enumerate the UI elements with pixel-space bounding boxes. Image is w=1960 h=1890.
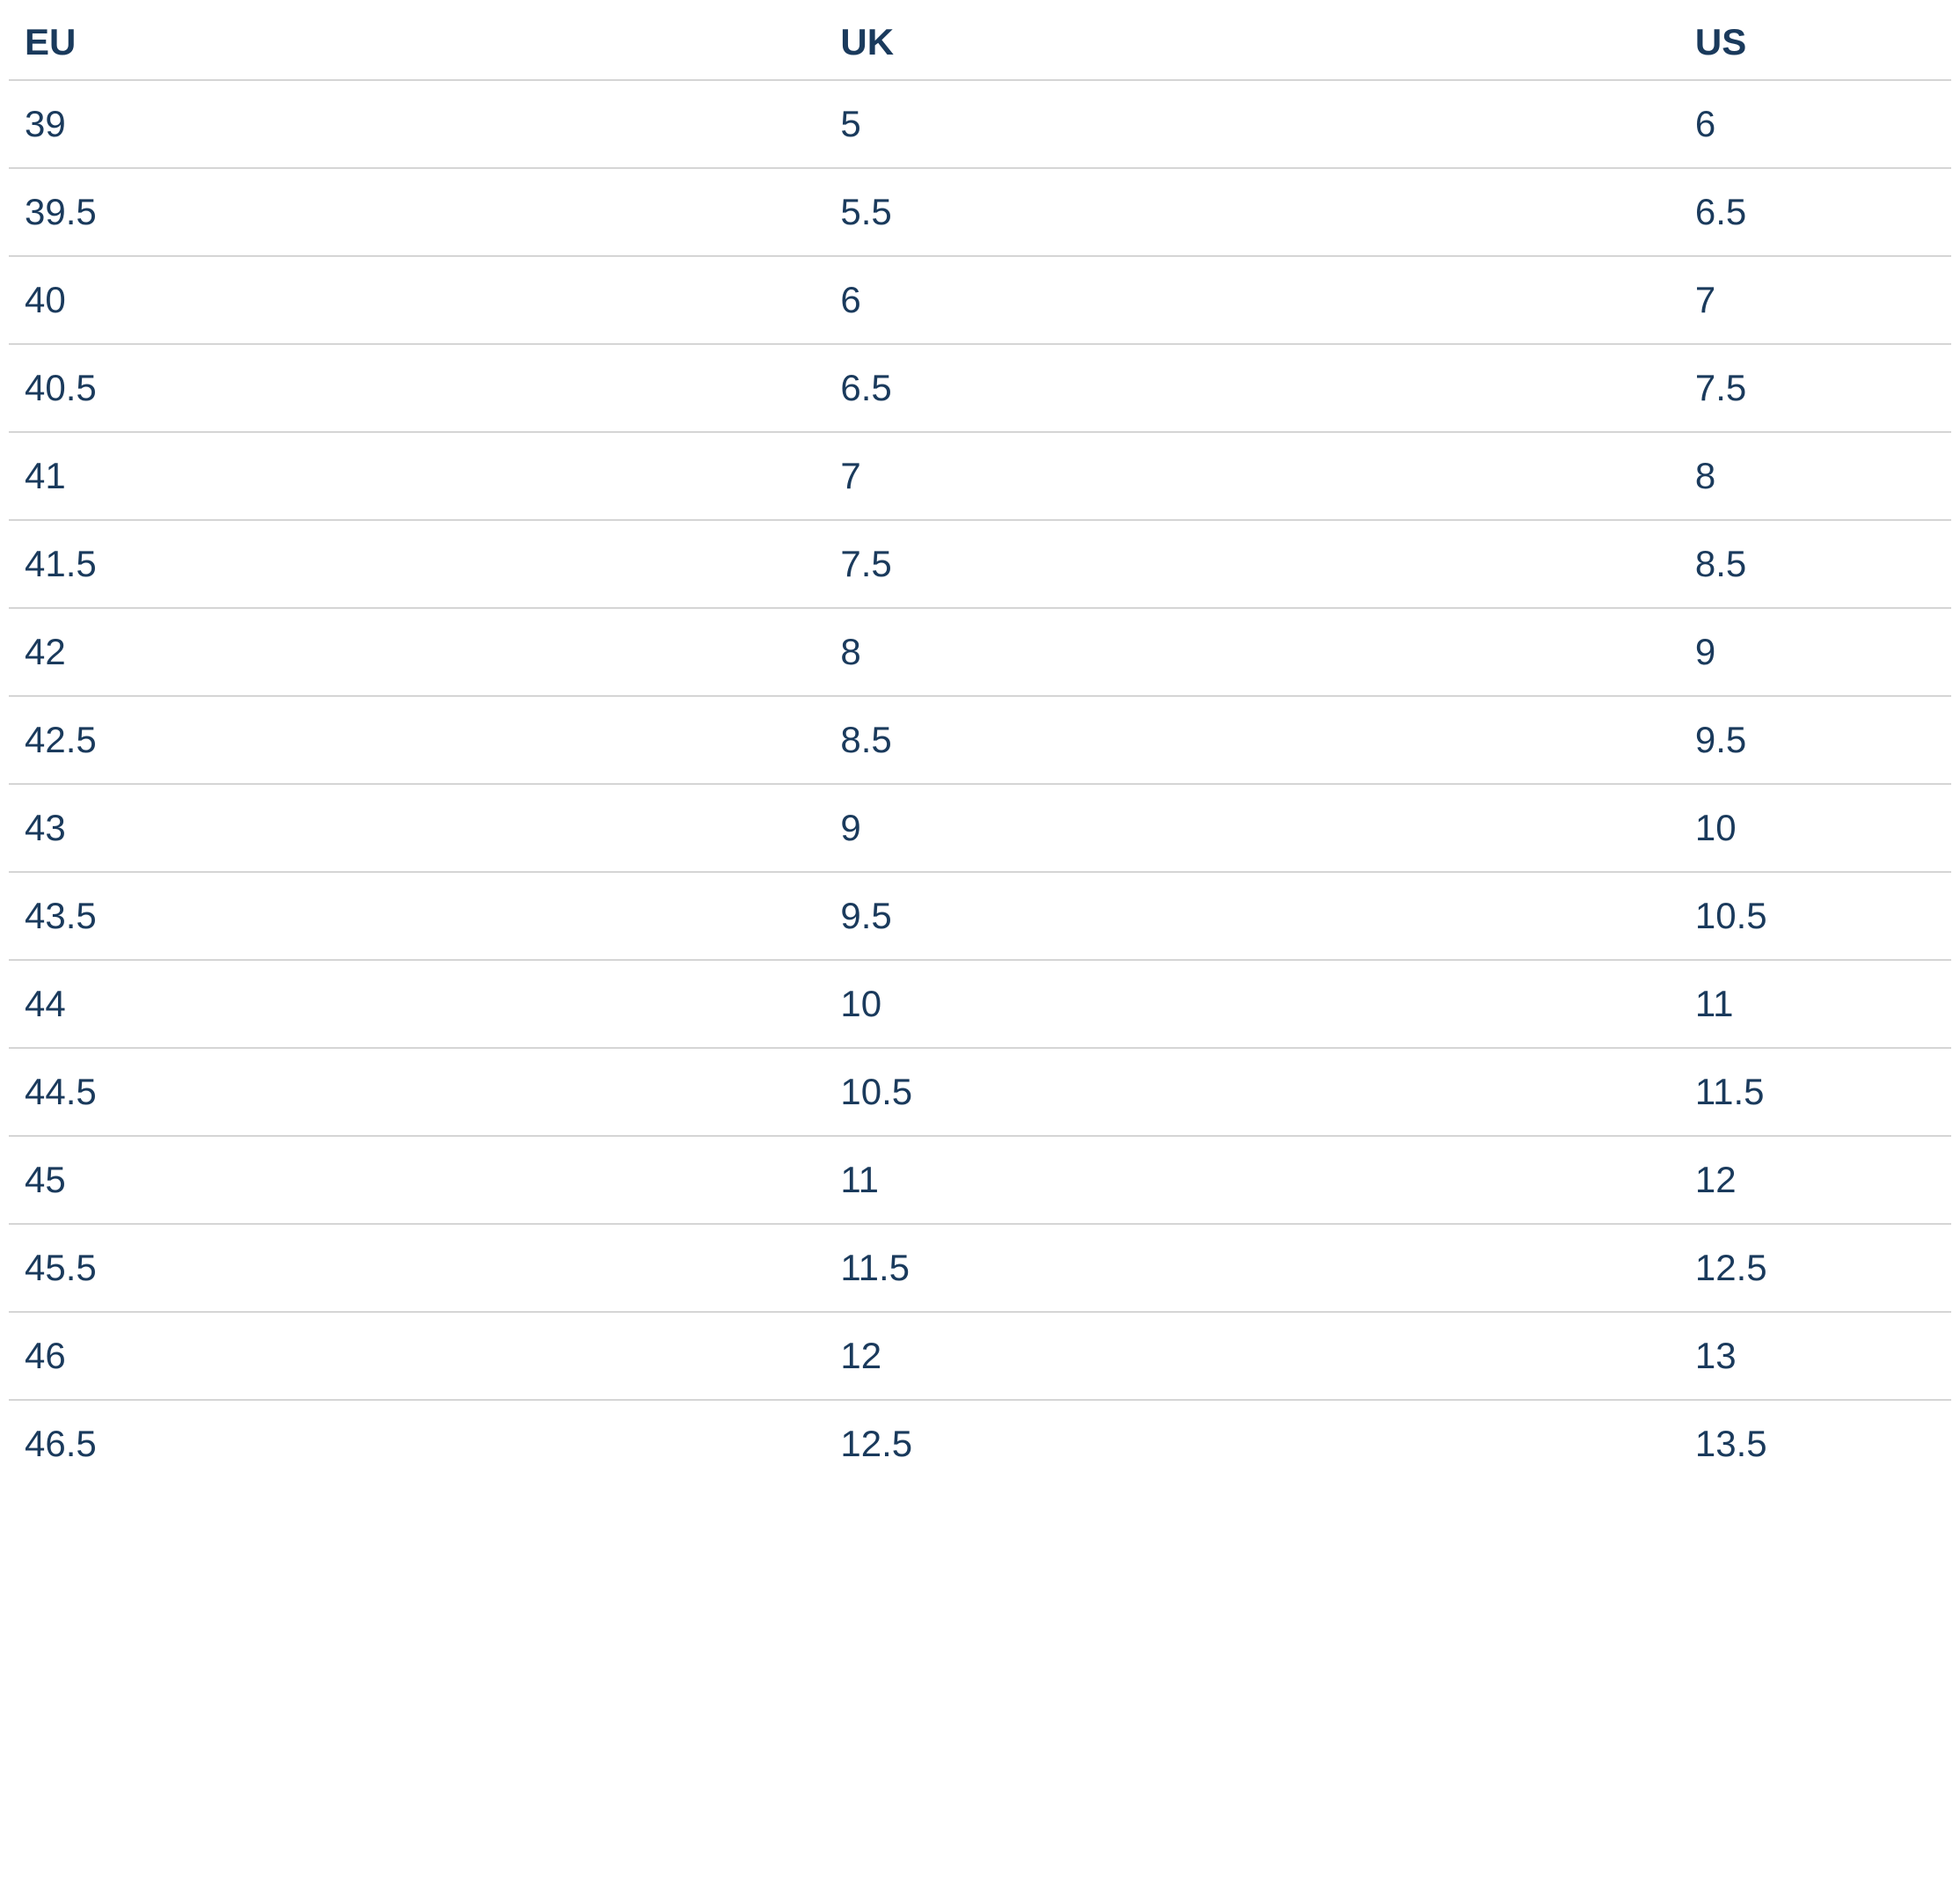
cell-eu: 41.5: [9, 520, 824, 608]
cell-uk: 10: [824, 960, 1679, 1048]
cell-uk: 7.5: [824, 520, 1679, 608]
cell-us: 6.5: [1679, 168, 1951, 256]
cell-uk: 9: [824, 784, 1679, 872]
column-header-uk: UK: [824, 9, 1679, 80]
table-row: 40.5 6.5 7.5: [9, 344, 1951, 432]
table-row: 46 12 13: [9, 1312, 1951, 1400]
table-row: 44.5 10.5 11.5: [9, 1048, 1951, 1136]
cell-eu: 45: [9, 1136, 824, 1224]
table-row: 40 6 7: [9, 256, 1951, 344]
cell-uk: 7: [824, 432, 1679, 520]
table-header-row: EU UK US: [9, 9, 1951, 80]
cell-uk: 9.5: [824, 872, 1679, 960]
table-row: 39.5 5.5 6.5: [9, 168, 1951, 256]
cell-uk: 5: [824, 80, 1679, 168]
cell-us: 11.5: [1679, 1048, 1951, 1136]
cell-eu: 46: [9, 1312, 824, 1400]
cell-uk: 6.5: [824, 344, 1679, 432]
cell-us: 7: [1679, 256, 1951, 344]
cell-us: 11: [1679, 960, 1951, 1048]
cell-uk: 8.5: [824, 696, 1679, 784]
cell-us: 9.5: [1679, 696, 1951, 784]
cell-eu: 44.5: [9, 1048, 824, 1136]
table-row: 44 10 11: [9, 960, 1951, 1048]
cell-us: 8.5: [1679, 520, 1951, 608]
column-header-us: US: [1679, 9, 1951, 80]
cell-uk: 10.5: [824, 1048, 1679, 1136]
cell-eu: 45.5: [9, 1224, 824, 1312]
cell-us: 7.5: [1679, 344, 1951, 432]
cell-eu: 42.5: [9, 696, 824, 784]
cell-us: 10.5: [1679, 872, 1951, 960]
cell-uk: 8: [824, 608, 1679, 696]
column-header-eu: EU: [9, 9, 824, 80]
cell-eu: 41: [9, 432, 824, 520]
table-row: 41 7 8: [9, 432, 1951, 520]
cell-us: 6: [1679, 80, 1951, 168]
table-row: 41.5 7.5 8.5: [9, 520, 1951, 608]
size-conversion-table: EU UK US 39 5 6 39.5 5.5 6.5 40 6 7 40.5…: [9, 9, 1951, 1487]
cell-eu: 39.5: [9, 168, 824, 256]
cell-us: 12: [1679, 1136, 1951, 1224]
cell-eu: 42: [9, 608, 824, 696]
cell-us: 8: [1679, 432, 1951, 520]
cell-eu: 40: [9, 256, 824, 344]
table-row: 45.5 11.5 12.5: [9, 1224, 1951, 1312]
cell-eu: 43.5: [9, 872, 824, 960]
cell-eu: 39: [9, 80, 824, 168]
cell-eu: 40.5: [9, 344, 824, 432]
cell-us: 10: [1679, 784, 1951, 872]
table-row: 42 8 9: [9, 608, 1951, 696]
cell-eu: 44: [9, 960, 824, 1048]
cell-us: 13: [1679, 1312, 1951, 1400]
cell-uk: 11.5: [824, 1224, 1679, 1312]
cell-uk: 11: [824, 1136, 1679, 1224]
cell-uk: 6: [824, 256, 1679, 344]
cell-eu: 43: [9, 784, 824, 872]
cell-uk: 5.5: [824, 168, 1679, 256]
cell-us: 9: [1679, 608, 1951, 696]
cell-uk: 12: [824, 1312, 1679, 1400]
table-row: 43.5 9.5 10.5: [9, 872, 1951, 960]
cell-us: 13.5: [1679, 1400, 1951, 1487]
table-row: 42.5 8.5 9.5: [9, 696, 1951, 784]
cell-us: 12.5: [1679, 1224, 1951, 1312]
cell-uk: 12.5: [824, 1400, 1679, 1487]
table-row: 43 9 10: [9, 784, 1951, 872]
cell-eu: 46.5: [9, 1400, 824, 1487]
table-row: 39 5 6: [9, 80, 1951, 168]
table-row: 45 11 12: [9, 1136, 1951, 1224]
table-row: 46.5 12.5 13.5: [9, 1400, 1951, 1487]
